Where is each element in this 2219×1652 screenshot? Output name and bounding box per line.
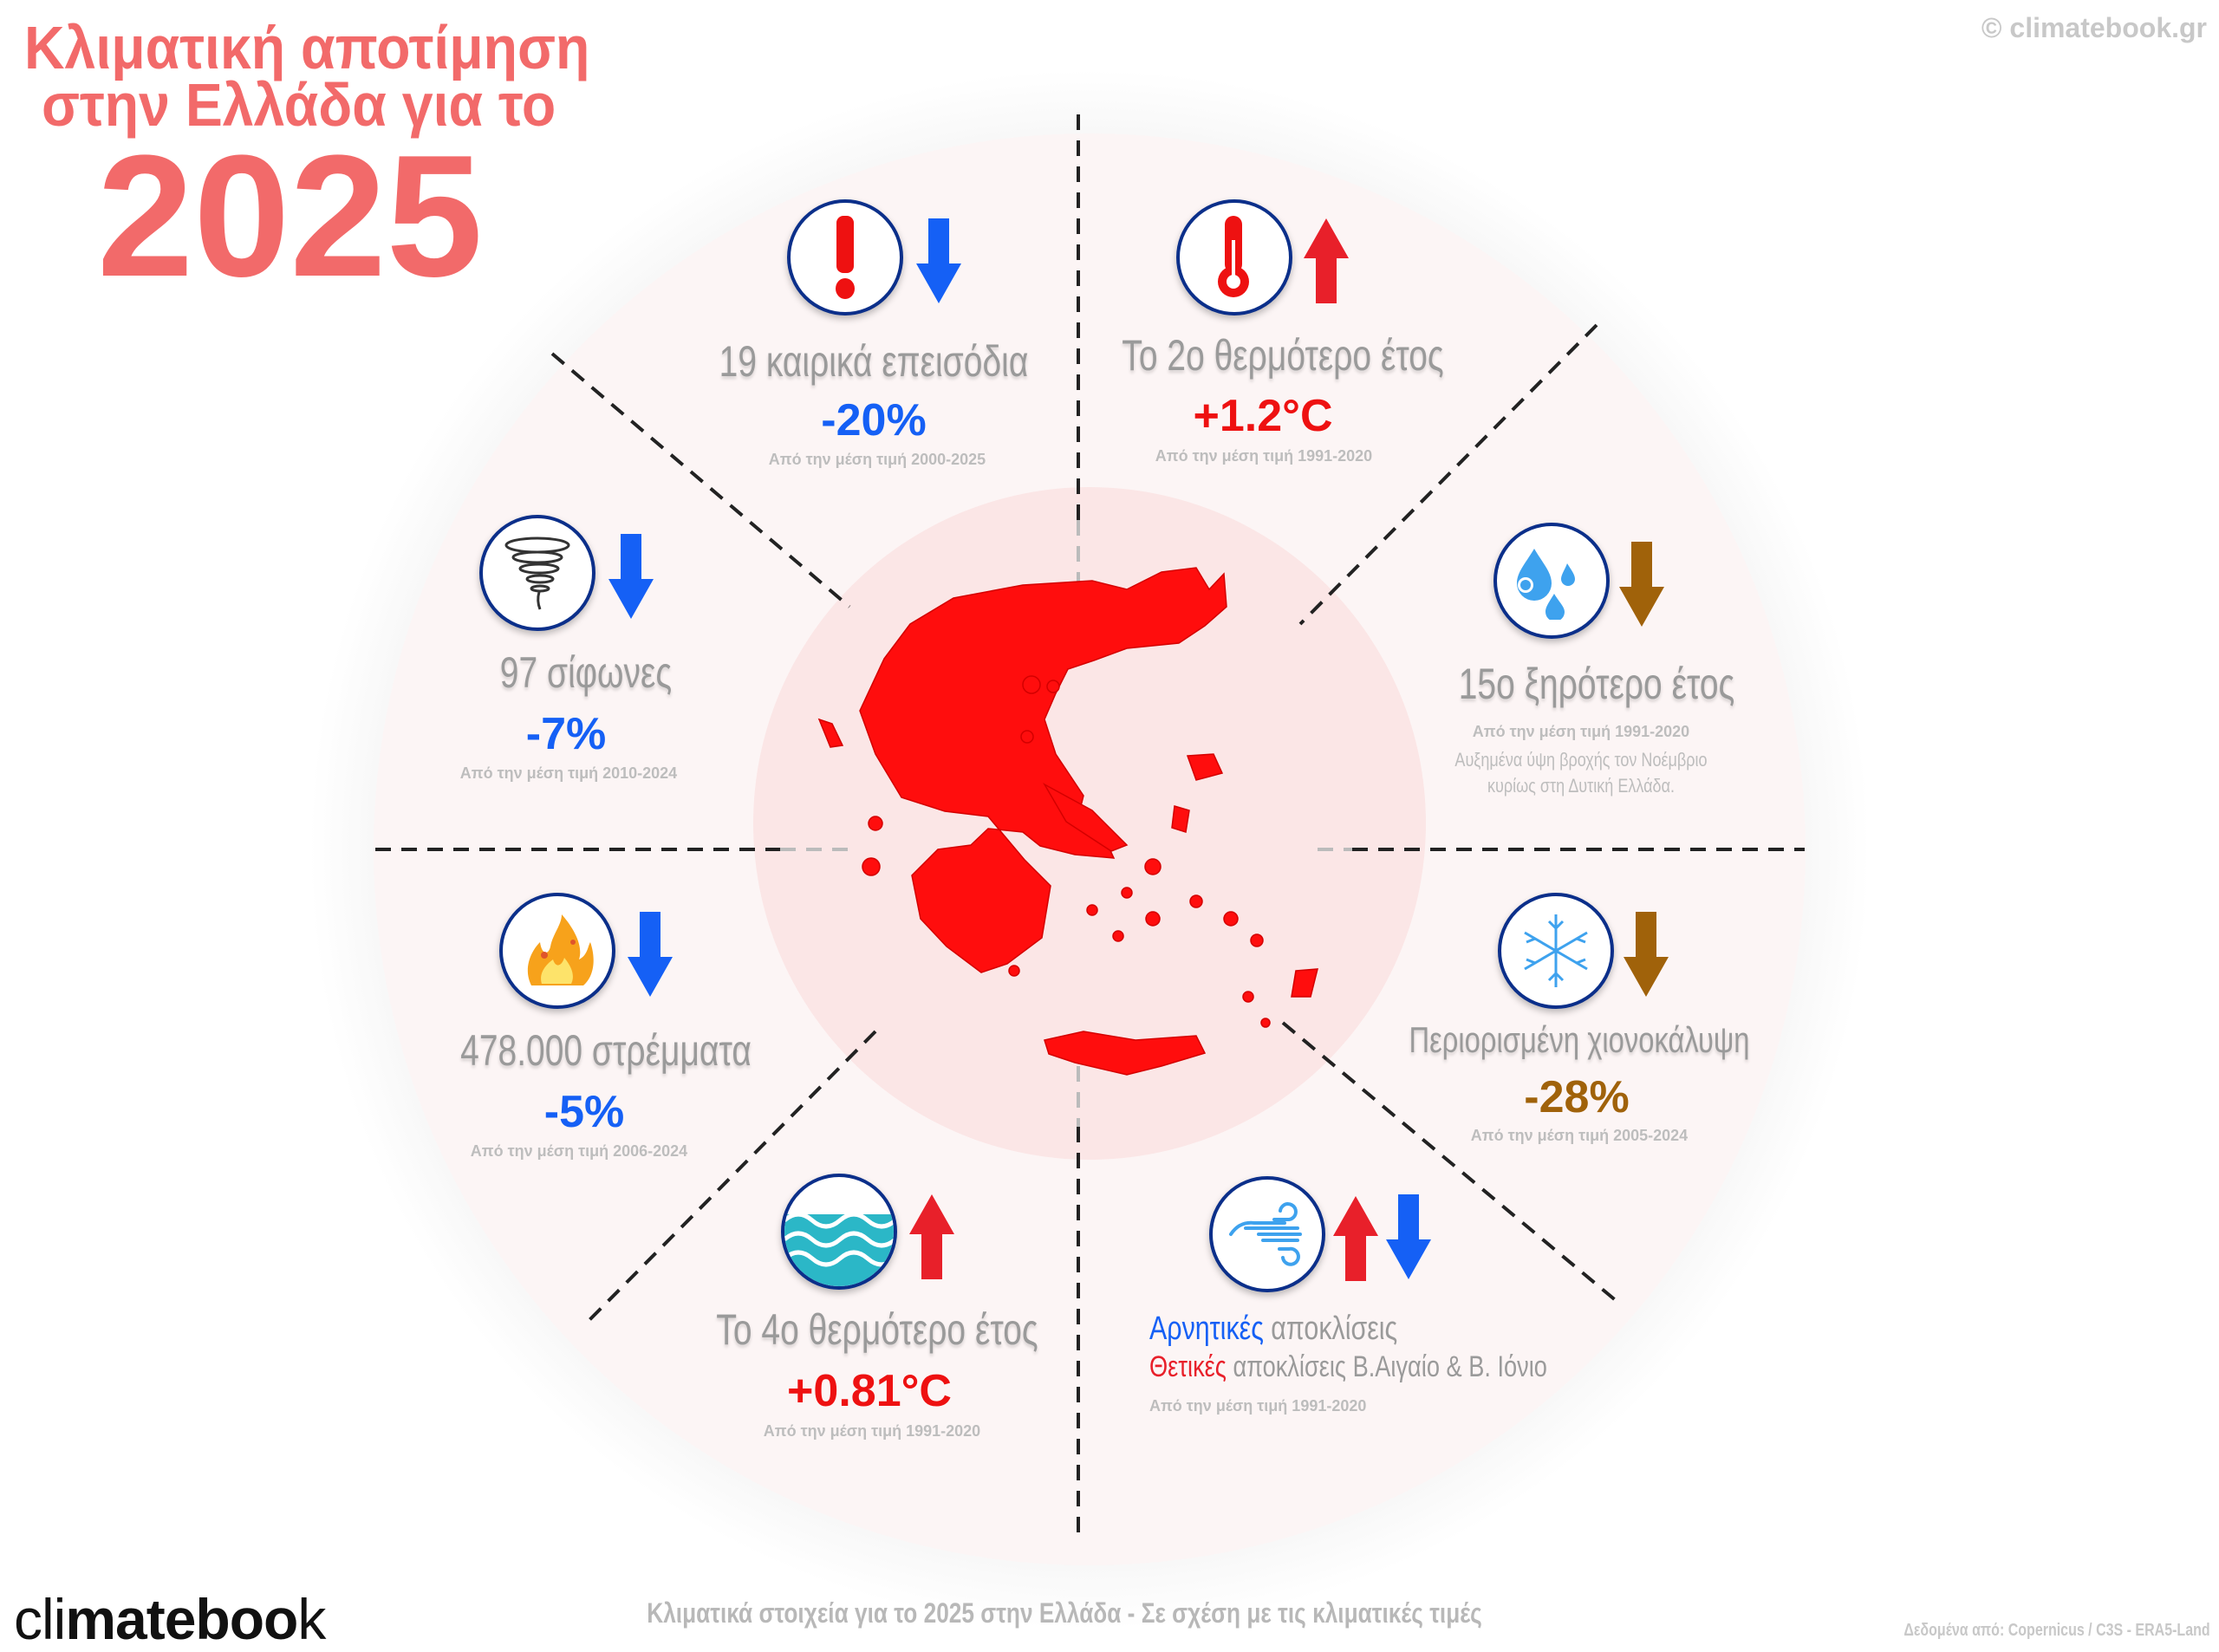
arrow-up-icon — [1333, 1196, 1378, 1281]
section-title: Το 4ο θερμότερο έτος — [716, 1305, 1038, 1354]
wind-line-2: Θετικές αποκλίσεις Β.Αιγαίο & Β. Ιόνιο — [1149, 1350, 1547, 1384]
exclamation-icon — [787, 199, 903, 315]
rain-drops-icon — [1493, 523, 1610, 639]
title-line-2: στην Ελλάδα για το — [42, 71, 556, 139]
positive-label: Θετικές — [1149, 1350, 1227, 1383]
sea-waves-icon — [781, 1174, 897, 1290]
section-title: 19 καιρικά επεισόδια — [719, 337, 1029, 386]
arrow-down-icon — [1619, 542, 1664, 627]
section-value: -20% — [821, 395, 927, 446]
arrow-down-icon — [916, 218, 961, 303]
section-title: 97 σίφωνες — [499, 648, 673, 697]
negative-label: Αρνητικές — [1149, 1311, 1264, 1347]
section-note: Από την μέση τιμή 2010-2024 — [459, 764, 678, 782]
section-note: Από την μέση τιμή 2000-2025 — [768, 451, 986, 468]
wind-icon — [1209, 1176, 1325, 1292]
wind-line-1: Αρνητικές αποκλίσεις — [1149, 1311, 1397, 1348]
footer-caption: Κλιματικά στοιχεία για το 2025 στην Ελλά… — [647, 1597, 1482, 1629]
section-value: -7% — [525, 709, 607, 759]
section-value: +0.81°C — [787, 1366, 952, 1416]
section-title: 15ο ξηρότερο έτος — [1458, 660, 1735, 708]
description-line: κυρίως στη Δυτική Ελλάδα. — [1487, 775, 1676, 797]
description-line: Αυξημένα ύψη βροχής τον Νοέμβριο — [1454, 749, 1708, 771]
section-title: Το 2ο θερμότερο έτος — [1122, 331, 1444, 380]
section-note: Από την μέση τιμή 1991-2020 — [1149, 1397, 1367, 1415]
title-line-1: Κλιματική αποτίμηση — [24, 14, 590, 81]
section-value: -28% — [1524, 1072, 1630, 1122]
section-note: Από την μέση τιμή 1991-2020 — [1472, 723, 1690, 740]
section-note: Από την μέση τιμή 2005-2024 — [1470, 1127, 1689, 1144]
arrow-down-icon — [628, 912, 673, 997]
arrow-down-icon — [1386, 1194, 1431, 1279]
climatebook-logo: climatebook — [14, 1586, 326, 1652]
arrow-down-icon — [1624, 912, 1669, 997]
arrow-down-icon — [608, 534, 654, 619]
arrow-up-icon — [909, 1194, 954, 1279]
line-text: αποκλίσεις Β.Αιγαίο & Β. Ιόνιο — [1226, 1350, 1547, 1383]
logo-text: climatebook — [14, 1587, 326, 1651]
line-text: αποκλίσεις — [1263, 1311, 1398, 1347]
tornado-icon — [479, 515, 595, 631]
copyright: © climatebook.gr — [1981, 12, 2207, 43]
snowflake-icon — [1498, 893, 1614, 1009]
title-year: 2025 — [97, 120, 483, 313]
section-description: Αυξημένα ύψη βροχής τον Νοέμβριο κυρίως σ… — [1454, 747, 1707, 799]
dividers — [375, 114, 1805, 1536]
section-title: 478.000 στρέμματα — [460, 1026, 752, 1075]
arrow-up-icon — [1304, 218, 1349, 303]
section-note: Από την μέση τιμή 1991-2020 — [1155, 447, 1373, 465]
greece-map — [817, 567, 1318, 1076]
section-value: +1.2°C — [1193, 391, 1333, 441]
section-value: -5% — [543, 1087, 625, 1137]
data-source: Δεδομένα από: Copernicus / C3S - ERA5-La… — [1903, 1621, 2210, 1640]
section-title: Περιορισμένη χιονοκάλυψη — [1409, 1019, 1750, 1060]
section-note: Από την μέση τιμή 2006-2024 — [470, 1142, 688, 1160]
section-note: Από την μέση τιμή 1991-2020 — [763, 1422, 981, 1440]
thermometer-icon — [1176, 199, 1292, 315]
wildfire-icon — [499, 893, 615, 1009]
